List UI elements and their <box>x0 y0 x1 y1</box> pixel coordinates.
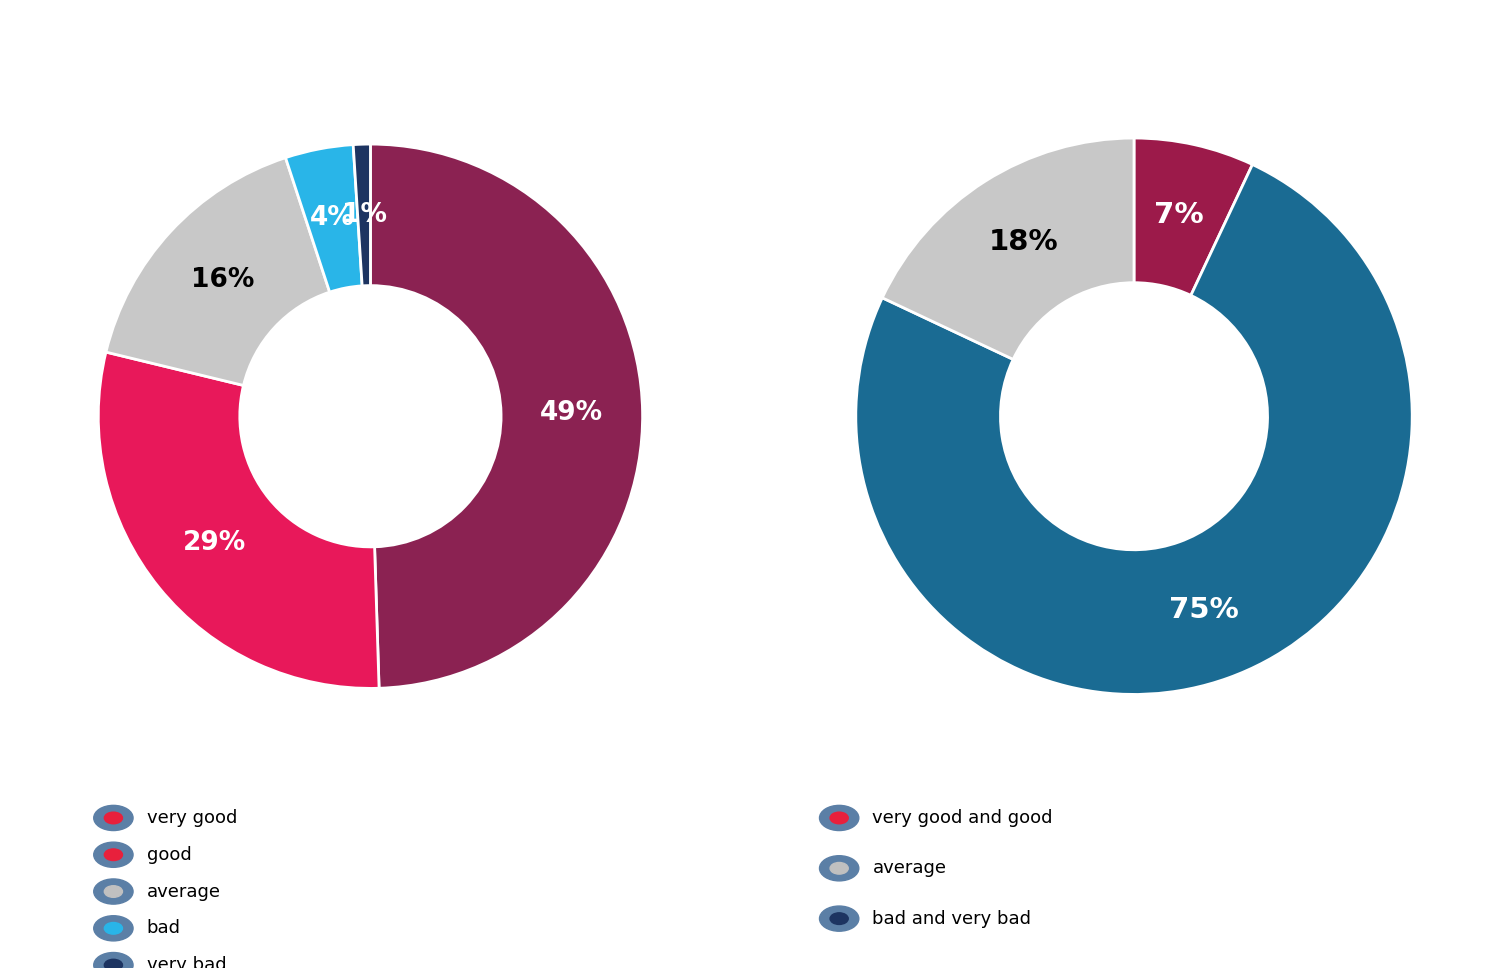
Text: 49%: 49% <box>540 400 603 426</box>
Text: very good: very good <box>147 809 237 827</box>
Text: 75%: 75% <box>1169 596 1238 624</box>
Wedge shape <box>98 352 380 688</box>
Text: good: good <box>147 846 192 863</box>
Wedge shape <box>856 165 1412 694</box>
Wedge shape <box>106 158 330 385</box>
Text: average: average <box>147 883 221 900</box>
Wedge shape <box>354 144 370 286</box>
Wedge shape <box>370 144 643 688</box>
Text: 7%: 7% <box>1154 201 1204 229</box>
Wedge shape <box>1134 138 1252 295</box>
Text: bad and very bad: bad and very bad <box>872 910 1031 927</box>
Wedge shape <box>883 138 1134 359</box>
Text: very good and good: very good and good <box>872 809 1052 827</box>
Text: 18%: 18% <box>989 228 1058 257</box>
Text: 4%: 4% <box>310 205 355 231</box>
Text: average: average <box>872 860 947 877</box>
Text: 1%: 1% <box>342 202 387 227</box>
Wedge shape <box>286 144 363 292</box>
Text: 29%: 29% <box>183 530 246 557</box>
Text: bad: bad <box>147 920 180 937</box>
Text: very bad: very bad <box>147 956 227 968</box>
Text: 16%: 16% <box>191 266 254 292</box>
